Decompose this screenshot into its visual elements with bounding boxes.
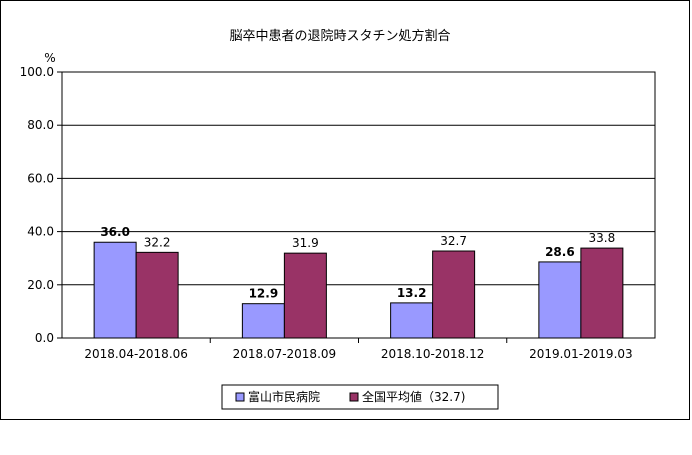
x-category-label: 2018.07-2018.09 — [233, 347, 337, 361]
bar — [93, 241, 137, 339]
x-category-label: 2018.10-2018.12 — [381, 347, 485, 361]
bar-data-label: 33.8 — [589, 231, 616, 245]
legend-label: 富山市民病院 — [248, 389, 320, 404]
y-tick-label: 80.0 — [27, 118, 54, 132]
data-labels: 36.0 32.2 12.9 31.9 13.2 32.7 28.6 33.8 — [100, 225, 615, 300]
chart-title: 脳卒中患者の退院時スタチン処方割合 — [229, 28, 450, 44]
legend-box — [221, 384, 499, 410]
y-tick-label: 0.0 — [35, 331, 54, 345]
legend-label: 全国平均値（32.7) — [362, 389, 465, 404]
axes: 0.0 20.0 40.0 60.0 80.0 100.0 2018.04-2018.06 2… — [20, 65, 656, 361]
bar-data-label: 32.2 — [144, 235, 171, 249]
bar-data-label: 31.9 — [292, 236, 319, 250]
legend: 富山市民病院 全国平均値（32.7) — [221, 384, 499, 410]
bar — [580, 247, 624, 339]
y-tick-label: 60.0 — [27, 171, 54, 185]
y-tick-label: 100.0 — [20, 65, 54, 79]
y-tick-label: 20.0 — [27, 278, 54, 292]
y-axis-unit: % — [44, 51, 55, 65]
bar-data-label: 36.0 — [100, 225, 130, 239]
bar — [432, 250, 476, 339]
bar-data-label: 28.6 — [545, 245, 575, 259]
bar-data-label: 13.2 — [397, 286, 427, 300]
bar-data-label: 32.7 — [440, 234, 467, 248]
y-tick-label: 40.0 — [27, 225, 54, 239]
bar-data-label: 12.9 — [249, 287, 279, 301]
chart-frame — [0, 0, 690, 420]
bar — [135, 251, 179, 339]
bar — [241, 303, 285, 339]
bar — [390, 302, 434, 339]
x-category-label: 2018.04-2018.06 — [84, 347, 188, 361]
bar — [283, 252, 327, 339]
x-category-label: 2019.01-2019.03 — [529, 347, 633, 361]
bar — [538, 261, 582, 339]
legend-swatch — [349, 392, 359, 402]
legend-swatch — [235, 392, 245, 402]
bars — [93, 241, 624, 339]
